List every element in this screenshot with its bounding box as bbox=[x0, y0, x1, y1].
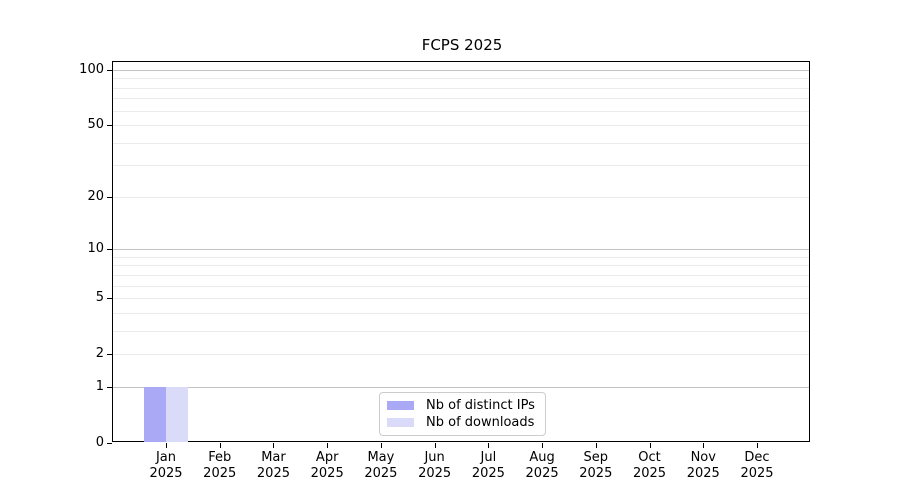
x-tick-label-jun: Jun 2025 bbox=[418, 450, 452, 481]
gridline-minor-90 bbox=[113, 78, 809, 80]
x-tick-dec bbox=[757, 443, 758, 448]
x-tick-label-apr: Apr 2025 bbox=[310, 450, 344, 481]
x-tick-label-jan: Jan 2025 bbox=[149, 450, 183, 481]
plot-area bbox=[112, 61, 810, 442]
y-tick-label-1: 1 bbox=[95, 378, 104, 394]
x-tick-label-may: May 2025 bbox=[364, 450, 398, 481]
gridline-minor-50 bbox=[113, 125, 809, 127]
x-tick-label-aug: Aug 2025 bbox=[525, 450, 559, 481]
x-tick-jun bbox=[434, 443, 436, 448]
x-tick-jul bbox=[488, 443, 490, 448]
bar-downloads-jan bbox=[166, 386, 188, 442]
x-tick-sep bbox=[595, 443, 597, 448]
chart-title: FCPS 2025 bbox=[421, 36, 503, 54]
x-tick-label-dec: Dec 2025 bbox=[740, 450, 774, 481]
legend-swatch-downloads bbox=[387, 418, 414, 427]
gridline-minor-60 bbox=[113, 110, 809, 112]
gridline-minor-7 bbox=[113, 274, 809, 276]
legend: Nb of distinct IPs Nb of downloads bbox=[379, 392, 546, 436]
gridline-major-1 bbox=[113, 386, 809, 388]
y-tick-label-0: 0 bbox=[95, 435, 104, 450]
gridline-minor-40 bbox=[113, 142, 809, 144]
y-tick-2 bbox=[107, 354, 112, 356]
gridline-minor-70 bbox=[113, 98, 809, 100]
legend-swatch-distinct-ips bbox=[387, 401, 414, 410]
y-tick-label-100: 100 bbox=[79, 62, 104, 77]
x-tick-apr bbox=[327, 443, 329, 448]
x-tick-oct bbox=[649, 443, 651, 448]
x-tick-label-nov: Nov 2025 bbox=[686, 450, 720, 481]
gridline-minor-3 bbox=[113, 330, 809, 332]
gridline-minor-80 bbox=[113, 87, 809, 89]
gridline-minor-4 bbox=[113, 312, 809, 314]
gridline-minor-8 bbox=[113, 265, 809, 267]
y-tick-label-20: 20 bbox=[87, 188, 104, 204]
legend-label-distinct-ips: Nb of distinct IPs bbox=[426, 398, 535, 413]
gridline-minor-20 bbox=[113, 196, 809, 198]
bar-distinct-ips-jan bbox=[144, 386, 166, 442]
y-tick-1 bbox=[107, 386, 112, 388]
y-tick-5 bbox=[107, 298, 112, 300]
gridline-major-100 bbox=[113, 70, 809, 71]
legend-item-downloads: Nb of downloads bbox=[387, 414, 537, 431]
gridline-minor-5 bbox=[113, 298, 809, 300]
x-tick-label-jul: Jul 2025 bbox=[471, 450, 505, 481]
x-tick-may bbox=[380, 443, 382, 448]
gridline-minor-9 bbox=[113, 256, 809, 258]
legend-label-downloads: Nb of downloads bbox=[426, 415, 535, 430]
x-tick-nov bbox=[703, 443, 705, 448]
y-tick-label-5: 5 bbox=[95, 290, 104, 306]
gridline-minor-6 bbox=[113, 285, 809, 287]
x-tick-label-mar: Mar 2025 bbox=[256, 450, 290, 481]
x-tick-label-feb: Feb 2025 bbox=[203, 450, 237, 481]
x-tick-label-sep: Sep 2025 bbox=[579, 450, 613, 481]
x-tick-label-oct: Oct 2025 bbox=[632, 450, 667, 481]
x-tick-mar bbox=[273, 443, 275, 448]
x-tick-jan bbox=[166, 443, 167, 448]
x-tick-feb bbox=[219, 443, 221, 448]
gridline-minor-2 bbox=[113, 354, 809, 356]
legend-item-distinct-ips: Nb of distinct IPs bbox=[387, 397, 537, 414]
y-tick-50 bbox=[107, 125, 112, 127]
y-tick-label-50: 50 bbox=[87, 117, 104, 133]
y-tick-0 bbox=[107, 443, 112, 444]
y-tick-10 bbox=[107, 249, 112, 251]
y-tick-20 bbox=[107, 196, 112, 198]
gridline-major-10 bbox=[113, 249, 809, 251]
y-tick-100 bbox=[107, 70, 112, 71]
y-tick-label-10: 10 bbox=[87, 241, 104, 257]
x-tick-aug bbox=[542, 443, 544, 448]
y-tick-label-2: 2 bbox=[95, 346, 104, 362]
gridline-minor-30 bbox=[113, 165, 809, 167]
